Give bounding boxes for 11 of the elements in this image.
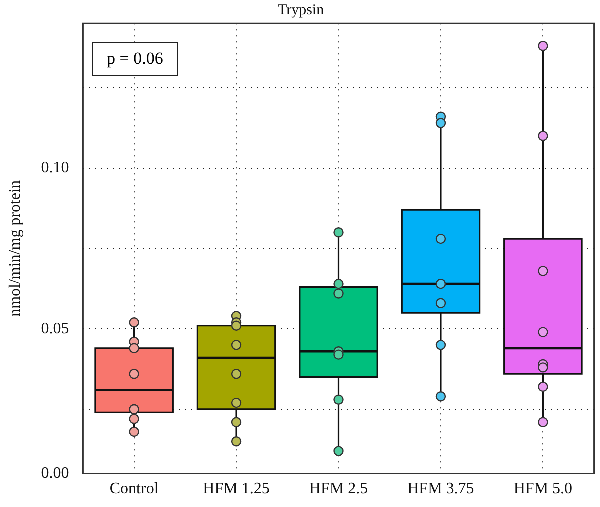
x-tick-label: HFM 3.75 [408,480,474,498]
x-tick-label: HFM 1.25 [203,480,270,498]
y-tick-label: 0.00 [41,465,70,482]
annotation: p = 0.06 [92,42,178,76]
y-tick-label: 0.05 [41,320,70,338]
y-tick-label: 0.10 [41,160,70,177]
x-tick-label: HFM 2.5 [309,480,368,498]
x-tick-label: Control [110,480,160,498]
y-axis-title: nmol/min/mg protein [6,180,24,317]
x-tick-label: HFM 5.0 [514,480,573,498]
chart-title: Trypsin [278,2,325,19]
